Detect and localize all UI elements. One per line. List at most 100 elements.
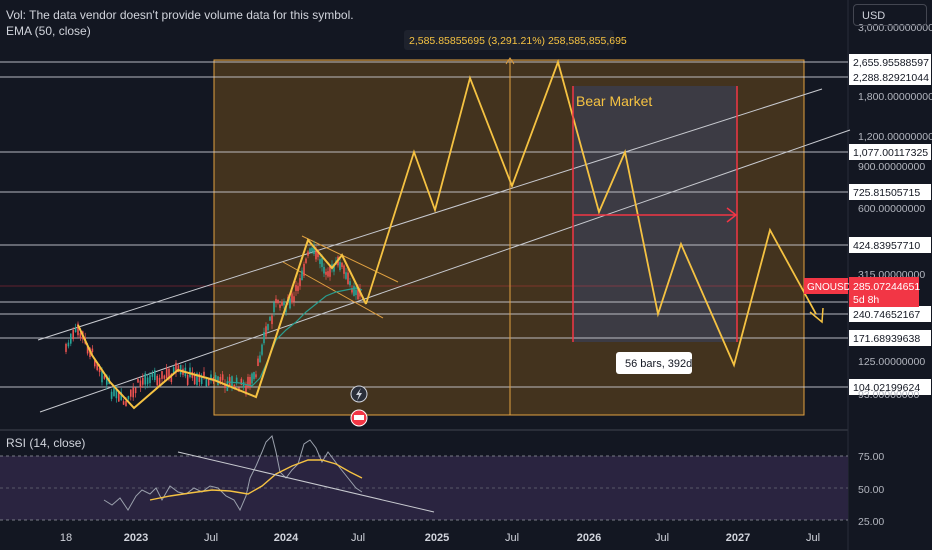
candle-body: [172, 367, 175, 374]
symbol-tag-bg: [804, 278, 848, 294]
measure-arrow-head: [505, 57, 515, 65]
candle-body: [283, 302, 285, 306]
level-label-5: 424.83957710: [853, 240, 920, 252]
candle-body: [242, 381, 245, 388]
candle-body: [175, 362, 177, 373]
level-label-8: 104.02199624: [853, 382, 920, 394]
candle-body: [120, 392, 122, 401]
candle-body: [163, 375, 166, 379]
candle-body: [186, 374, 189, 385]
candle-body: [198, 373, 201, 382]
candle-body: [224, 383, 226, 388]
candle-body: [165, 368, 168, 379]
x-tick-label-1: 18: [60, 532, 72, 544]
y-tick-label-3: 1,200.00000000: [858, 131, 932, 143]
rsi-line: [103, 435, 363, 512]
candle-body: [327, 271, 329, 277]
symbol-tag: GNOUSD: [807, 282, 851, 293]
candle-body: [303, 263, 305, 276]
candle-body: [151, 373, 154, 377]
projection-arrow-head: [809, 307, 824, 324]
candle-body: [253, 372, 255, 380]
level-label-7: 171.68939638: [853, 333, 920, 345]
x-tick-label-9: Jul: [655, 532, 669, 544]
legend-ema: EMA (50, close): [6, 24, 91, 38]
level-label-2: 2,288.82921044: [853, 72, 929, 84]
candle-body: [130, 389, 132, 397]
candle-body: [207, 379, 210, 386]
candle-body: [345, 272, 347, 279]
x-tick-label-10: 2027: [726, 532, 750, 544]
candle-body: [255, 374, 257, 378]
candle-body: [79, 332, 82, 339]
candle-body: [219, 376, 222, 385]
candle-body: [249, 377, 251, 388]
candle-body: [170, 373, 173, 382]
candle-body: [305, 258, 307, 263]
currency-button[interactable]: USD: [853, 4, 927, 26]
candle-body: [351, 287, 353, 293]
candle-body: [257, 358, 259, 367]
candle-body: [86, 346, 89, 354]
candle-body: [77, 323, 79, 336]
level-label-bg-1: [849, 54, 931, 70]
candle-body: [72, 330, 74, 340]
level-label-bg-6: [849, 306, 931, 322]
candle-body: [149, 375, 151, 384]
legend-volume: Vol: The data vendor doesn't provide vol…: [6, 8, 354, 22]
y-tick-label-4: 900.00000000: [858, 161, 925, 173]
candle-body: [317, 249, 319, 258]
x-tick-label-11: Jul: [806, 532, 820, 544]
candle-body: [106, 375, 108, 385]
candle-body: [65, 343, 67, 352]
candle-body: [94, 360, 96, 367]
candle-body: [289, 298, 291, 309]
rsi-legend: RSI (14, close): [6, 436, 86, 450]
level-label-bg-5: [849, 237, 931, 253]
candle-body: [259, 355, 261, 363]
candle-body: [339, 262, 341, 271]
x-tick-label-6: 2025: [425, 532, 449, 544]
candle-body: [168, 368, 170, 380]
x-tick-label-5: Jul: [351, 532, 365, 544]
level-label-bg-3: [849, 144, 931, 160]
candle-body: [110, 391, 113, 399]
candle-body: [70, 333, 72, 344]
bear-market-label: Bear Market: [576, 93, 652, 109]
candle-body: [74, 328, 77, 333]
rsi-tick-2: 50.00: [858, 484, 884, 496]
candle-body: [228, 377, 231, 386]
candle-body: [113, 386, 115, 397]
candle-body: [200, 376, 203, 384]
candle-body: [247, 376, 249, 387]
candle-body: [269, 316, 271, 321]
candle-body: [313, 245, 315, 254]
candle-body: [158, 377, 161, 387]
candle-body: [91, 348, 94, 353]
candle-body: [205, 379, 208, 387]
candle-body: [139, 380, 142, 388]
y-tick-label-2: 1,800.00000000: [858, 91, 932, 103]
candle-body: [311, 247, 313, 252]
candle-body: [146, 377, 149, 385]
lightning-glyph-icon: [356, 388, 362, 401]
candle-body: [273, 302, 275, 313]
candle-body: [357, 288, 359, 300]
candle-body: [233, 384, 236, 388]
candle-body: [323, 266, 325, 274]
wedge-lower-line: [282, 261, 384, 319]
candle-body: [271, 315, 273, 325]
candle-body: [291, 293, 293, 303]
candle-body: [144, 373, 146, 385]
candle-body: [154, 370, 156, 380]
bear-range-arrow-head: [726, 207, 738, 223]
candle-body: [307, 251, 309, 256]
candle-body: [343, 265, 345, 274]
candle-body: [321, 258, 323, 268]
candle-body: [137, 379, 139, 383]
candle-body: [279, 304, 281, 308]
candle-body: [221, 374, 224, 381]
candle-body: [275, 298, 277, 304]
candle-body: [177, 365, 180, 373]
